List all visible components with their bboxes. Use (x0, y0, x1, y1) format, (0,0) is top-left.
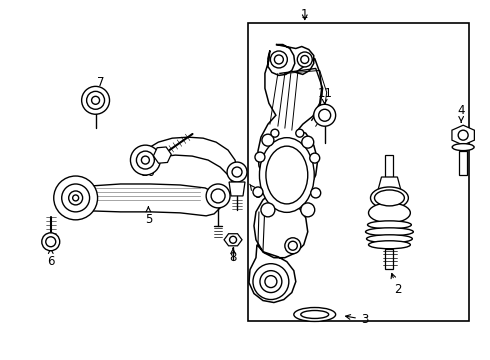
Circle shape (54, 176, 98, 220)
Ellipse shape (368, 241, 410, 249)
Text: 3: 3 (345, 313, 368, 326)
Text: 1: 1 (301, 8, 309, 21)
Circle shape (253, 264, 289, 300)
Circle shape (296, 129, 304, 137)
Polygon shape (153, 147, 171, 163)
Polygon shape (229, 182, 245, 196)
Circle shape (92, 96, 99, 104)
Ellipse shape (370, 187, 408, 209)
Circle shape (302, 136, 314, 148)
Circle shape (227, 162, 247, 182)
Ellipse shape (367, 235, 413, 243)
Circle shape (82, 86, 110, 114)
Text: 4: 4 (457, 104, 465, 122)
Polygon shape (377, 177, 401, 192)
Bar (459, 151, 467, 175)
Circle shape (136, 151, 154, 169)
Circle shape (232, 167, 242, 177)
Text: 6: 6 (47, 249, 54, 268)
Circle shape (42, 233, 60, 251)
Text: 8: 8 (229, 248, 237, 264)
Circle shape (46, 237, 56, 247)
Ellipse shape (368, 203, 410, 223)
Ellipse shape (452, 144, 474, 150)
Ellipse shape (301, 310, 329, 319)
Circle shape (206, 184, 230, 208)
Circle shape (285, 238, 301, 254)
Ellipse shape (366, 228, 414, 236)
Circle shape (260, 271, 282, 293)
Polygon shape (144, 137, 237, 185)
Bar (386, 249, 393, 269)
Circle shape (288, 241, 297, 250)
Circle shape (274, 55, 283, 64)
Circle shape (310, 153, 319, 163)
Circle shape (87, 91, 104, 109)
Text: 10: 10 (141, 160, 156, 179)
Circle shape (261, 203, 275, 217)
Polygon shape (452, 125, 474, 145)
Circle shape (301, 203, 315, 217)
Text: 2: 2 (391, 274, 401, 296)
Ellipse shape (259, 138, 314, 212)
Polygon shape (75, 184, 220, 216)
Circle shape (255, 152, 265, 162)
Circle shape (211, 189, 225, 203)
Ellipse shape (266, 146, 308, 204)
Ellipse shape (374, 190, 404, 206)
Circle shape (297, 52, 312, 67)
Circle shape (318, 109, 331, 121)
Bar (386, 155, 393, 177)
Polygon shape (224, 234, 242, 246)
Bar (248, 23, 469, 321)
Circle shape (271, 129, 279, 137)
Circle shape (142, 156, 149, 164)
Circle shape (270, 51, 287, 68)
Circle shape (311, 188, 321, 198)
Circle shape (73, 195, 78, 201)
Text: 11: 11 (317, 87, 332, 104)
Ellipse shape (368, 221, 412, 229)
Circle shape (69, 191, 83, 205)
Circle shape (253, 187, 263, 197)
Polygon shape (249, 45, 322, 302)
Circle shape (262, 134, 274, 146)
Circle shape (314, 104, 336, 126)
Text: 5: 5 (145, 207, 152, 226)
Text: 7: 7 (97, 76, 104, 95)
Circle shape (229, 236, 237, 243)
Circle shape (265, 276, 277, 288)
Circle shape (130, 145, 160, 175)
Circle shape (458, 130, 468, 140)
Text: 9: 9 (250, 184, 262, 202)
Ellipse shape (294, 307, 336, 321)
Circle shape (301, 55, 309, 63)
Circle shape (62, 184, 90, 212)
